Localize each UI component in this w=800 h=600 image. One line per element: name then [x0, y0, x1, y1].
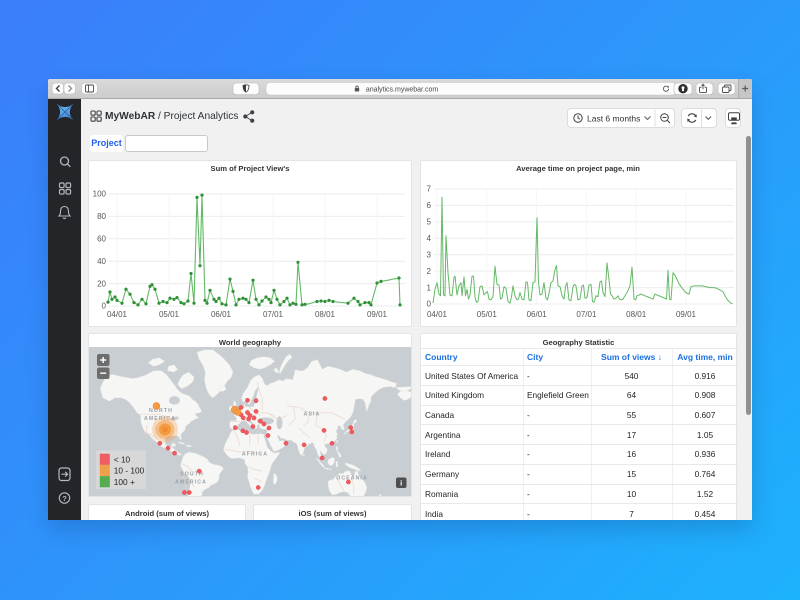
svg-text:06/01: 06/01	[527, 310, 548, 319]
svg-text:5: 5	[427, 218, 432, 227]
svg-text:NORTH: NORTH	[149, 408, 173, 414]
svg-text:analytics.mywebar.com: analytics.mywebar.com	[366, 87, 439, 94]
svg-text:AMERICA: AMERICA	[175, 480, 207, 486]
svg-text:Last 6 months: Last 6 months	[587, 113, 640, 123]
svg-text:05/01: 05/01	[477, 310, 498, 319]
svg-text:ASIA: ASIA	[304, 412, 321, 418]
svg-text:100 +: 100 +	[114, 477, 135, 487]
svg-text:AFRICA: AFRICA	[242, 452, 268, 458]
svg-text:05/01: 05/01	[159, 310, 180, 319]
svg-text:10 - 100: 10 - 100	[114, 466, 145, 476]
svg-text:6: 6	[427, 201, 432, 210]
svg-text:40: 40	[97, 257, 106, 266]
svg-text:100: 100	[93, 190, 107, 199]
svg-text:04/01: 04/01	[427, 310, 448, 319]
svg-text:60: 60	[97, 235, 106, 244]
svg-text:AMERICA: AMERICA	[144, 416, 176, 422]
svg-text:07/01: 07/01	[263, 310, 284, 319]
svg-text:Sum of Project View's: Sum of Project View's	[211, 164, 290, 173]
svg-text:04/01: 04/01	[107, 310, 128, 319]
svg-text:07/01: 07/01	[576, 310, 597, 319]
svg-text:3: 3	[427, 250, 432, 259]
svg-text:Average time on project page,: Average time on project page, min	[516, 164, 640, 173]
svg-text:7: 7	[427, 185, 432, 194]
svg-text:20: 20	[97, 279, 106, 288]
svg-text:< 10: < 10	[114, 454, 131, 464]
svg-text:09/01: 09/01	[676, 310, 697, 319]
svg-text:80: 80	[97, 212, 106, 221]
svg-text:08/01: 08/01	[626, 310, 647, 319]
svg-text:4: 4	[427, 234, 432, 243]
svg-text:2: 2	[427, 267, 432, 276]
svg-text:09/01: 09/01	[367, 310, 388, 319]
svg-text:1: 1	[427, 283, 432, 292]
svg-text:SOUTH: SOUTH	[180, 472, 204, 478]
svg-text:06/01: 06/01	[211, 310, 232, 319]
svg-text:?: ?	[62, 494, 67, 503]
svg-text:0: 0	[102, 302, 107, 311]
svg-text:08/01: 08/01	[315, 310, 336, 319]
svg-text:OCEANIA: OCEANIA	[336, 476, 368, 482]
svg-text:0: 0	[427, 300, 432, 309]
svg-text:i: i	[400, 479, 402, 488]
